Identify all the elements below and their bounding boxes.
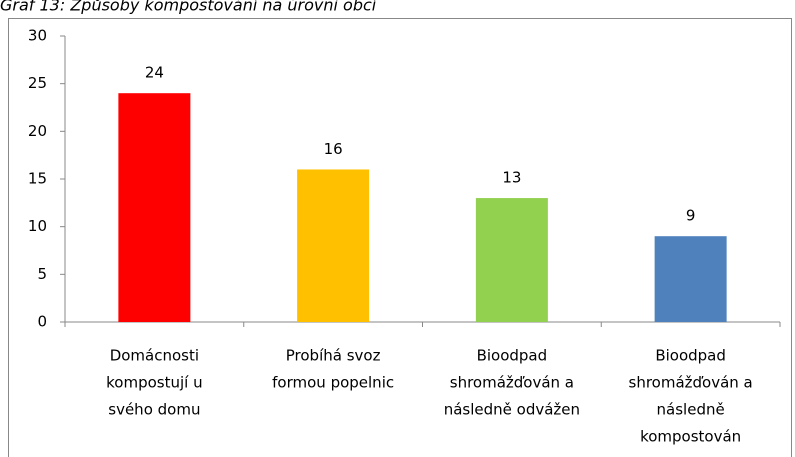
bar bbox=[654, 236, 727, 322]
chart-title: Graf 13: Způsoby kompostování na úrovni … bbox=[0, 0, 379, 15]
x-tick-label: shromážďován a bbox=[450, 374, 574, 392]
y-tick-label: 15 bbox=[28, 170, 47, 188]
bar bbox=[475, 198, 548, 322]
x-tick-label: následně bbox=[657, 401, 725, 419]
bar bbox=[118, 93, 191, 322]
y-tick-label: 25 bbox=[28, 74, 47, 92]
x-tick-label: kompostován bbox=[640, 428, 741, 446]
x-tick-label: Domácnosti bbox=[110, 347, 199, 365]
x-tick-label: Bioodpad bbox=[655, 347, 726, 365]
x-tick-label: svého domu bbox=[108, 401, 200, 419]
x-tick-label: kompostují u bbox=[106, 374, 202, 392]
y-tick-label: 30 bbox=[28, 27, 47, 45]
y-tick-label: 0 bbox=[37, 313, 47, 331]
data-label: 9 bbox=[686, 207, 696, 225]
y-tick-label: 10 bbox=[28, 217, 47, 235]
bar bbox=[297, 169, 370, 322]
y-tick-label: 5 bbox=[37, 265, 47, 283]
x-tick-label: formou popelnic bbox=[272, 374, 394, 392]
y-tick-label: 20 bbox=[28, 122, 47, 140]
x-tick-label: Probíhá svoz bbox=[286, 347, 381, 365]
data-label: 13 bbox=[502, 169, 521, 187]
x-tick-label: Bioodpad bbox=[477, 347, 548, 365]
data-label: 16 bbox=[324, 140, 343, 158]
data-label: 24 bbox=[145, 64, 164, 82]
x-tick-label: shromážďován a bbox=[629, 374, 753, 392]
x-tick-label: následně odvážen bbox=[444, 401, 580, 419]
